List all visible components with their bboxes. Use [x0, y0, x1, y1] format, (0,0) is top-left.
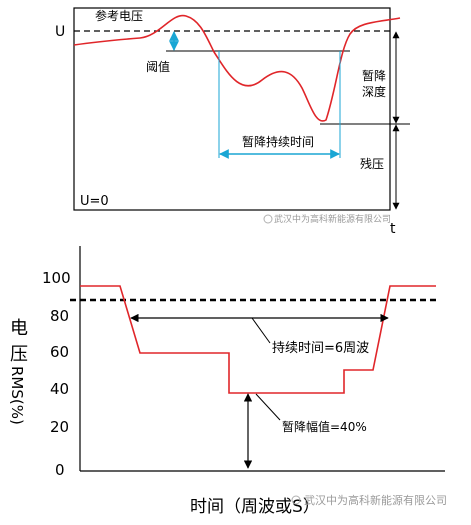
sag-depth-label-1: 暂降: [362, 69, 386, 83]
wechat-icon-bottom: [291, 495, 301, 505]
y-axis-label-char1: 电: [10, 318, 28, 339]
top-sag-diagram: 参考电压 U 阈值 暂降 深度 暂降持续时间 残压 U=0 t 武汉中为高科新能…: [55, 7, 410, 237]
y-tick-40: 40: [50, 380, 69, 398]
y-axis-label-unit: RMS(%): [8, 366, 26, 425]
sag-depth-label-2: 深度: [362, 84, 386, 99]
wechat-icon: [263, 214, 273, 224]
duration-leader: [251, 317, 271, 344]
rms-step-curve: [80, 285, 436, 394]
bottom-sag-chart: 100 80 60 40 20 0 电 压 RMS(%) 持续时间=6周波 暂降…: [8, 246, 447, 517]
top-diagram-frame: [73, 7, 391, 211]
x-axis-label: 时间（周波或S）: [190, 497, 320, 517]
u-label: U: [55, 24, 65, 40]
voltage-curve: [73, 14, 401, 122]
y-tick-80: 80: [50, 307, 69, 325]
time-label: t: [390, 221, 396, 237]
residual-label: 残压: [360, 157, 384, 171]
sag-duration-label: 暂降持续时间: [242, 134, 314, 149]
duration-annotation: 持续时间=6周波: [272, 341, 369, 356]
threshold-label: 阈值: [146, 59, 170, 74]
ref-voltage-label: 参考电压: [95, 8, 143, 23]
y-tick-20: 20: [50, 418, 69, 436]
amplitude-annotation: 暂降幅值=40%: [282, 419, 367, 434]
y-axis-label-char2: 压: [10, 344, 28, 365]
zero-label: U=0: [80, 194, 109, 209]
y-tick-0: 0: [55, 461, 65, 479]
y-tick-60: 60: [50, 343, 69, 361]
top-watermark: 武汉中为高科新能源有限公司: [274, 213, 391, 225]
y-tick-100: 100: [42, 269, 71, 287]
bottom-watermark: 武汉中为高科新能源有限公司: [304, 493, 447, 507]
amplitude-leader: [255, 393, 281, 421]
